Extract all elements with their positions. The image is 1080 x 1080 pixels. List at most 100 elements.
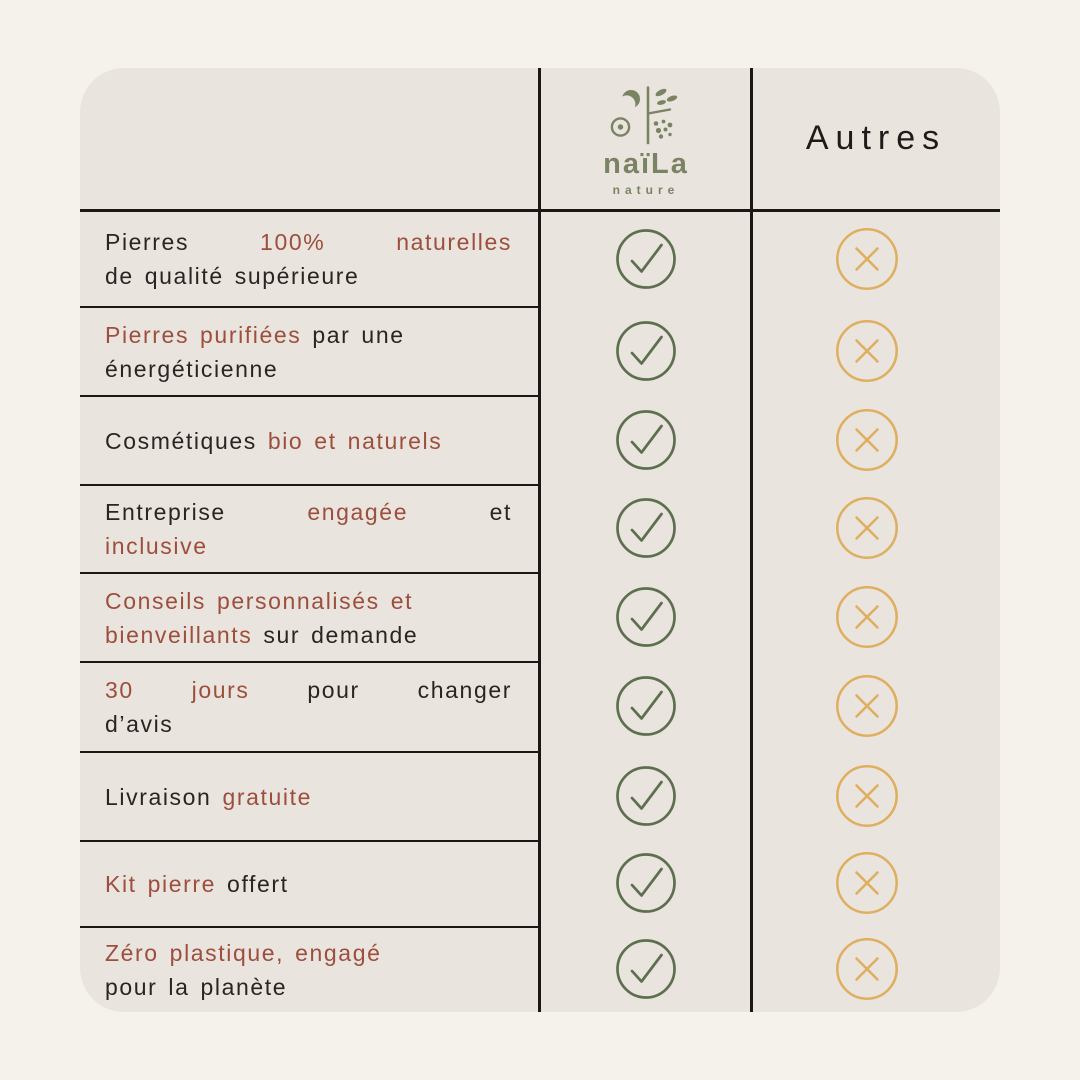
icon-wrap	[615, 228, 677, 290]
feature-line: Conseils personnalisés et	[105, 584, 512, 618]
naila-value-cell	[540, 484, 752, 572]
icon-wrap	[835, 227, 899, 291]
feature-cell: Livraison gratuite	[80, 751, 540, 840]
feature-segment: inclusive	[105, 533, 208, 559]
autres-value-cell	[752, 306, 1000, 395]
naila-value-cell	[540, 840, 752, 926]
icon-wrap	[615, 586, 677, 648]
icon-wrap	[835, 496, 899, 560]
autres-value-cell	[752, 484, 1000, 572]
table-row: Conseils personnalisés et bienveillants s…	[80, 572, 1000, 661]
icon-wrap	[835, 319, 899, 383]
icon-wrap	[835, 408, 899, 472]
header-feature-spacer	[80, 68, 540, 209]
table-row: Kit pierre offert	[80, 840, 1000, 926]
check-in-circle-icon	[616, 320, 676, 381]
icon-wrap	[835, 937, 899, 1001]
feature-cell: Conseils personnalisés et bienveillants s…	[80, 572, 540, 661]
x-in-circle-icon	[836, 764, 898, 827]
brand-wordmark: naïLa	[603, 148, 689, 180]
feature-label: Entreprise engagée et inclusive	[105, 495, 512, 563]
feature-label: Cosmétiques bio et naturels	[105, 424, 512, 458]
feature-segment: Pierres	[105, 229, 190, 255]
feature-line: Pierres purifiées par une	[105, 318, 512, 352]
autres-value-cell	[752, 926, 1000, 1012]
feature-segment: Livraison	[105, 783, 212, 810]
icon-wrap	[615, 938, 677, 1000]
naila-value-cell	[540, 572, 752, 661]
feature-label: Pierres purifiées par une énergéticienne	[105, 318, 512, 386]
x-in-circle-icon	[836, 497, 898, 559]
x-in-circle-icon	[836, 938, 898, 1000]
crescent-moon-icon	[617, 90, 640, 113]
feature-segment: Zéro plastique, engagé	[105, 940, 382, 966]
table-row: Pierres purifiées par une énergéticienne	[80, 306, 1000, 395]
icon-wrap	[615, 320, 677, 382]
column-divider-left	[538, 68, 541, 1012]
autres-value-cell	[752, 751, 1000, 840]
feature-cell: Cosmétiques bio et naturels	[80, 395, 540, 484]
leaves-icon	[655, 88, 678, 105]
feature-segment: Pierres purifiées	[105, 321, 302, 348]
feature-line: 30 jours pour changer	[105, 673, 512, 707]
feature-cell: Pierres purifiées par une énergéticienne	[80, 306, 540, 395]
feature-cell: Pierres 100% naturelles de qualité supéri…	[80, 212, 540, 306]
feature-label: 30 jours pour changer d’avis	[105, 673, 512, 741]
feature-segment: sur demande	[263, 621, 419, 648]
feature-cell: Entreprise engagée et inclusive	[80, 484, 540, 572]
feature-segment: offert	[227, 871, 289, 897]
feature-line: inclusive	[105, 529, 512, 563]
feature-line: Pierres 100% naturelles	[105, 225, 512, 259]
feature-segment: par une	[312, 321, 405, 348]
feature-segment: Entreprise	[105, 499, 226, 525]
naila-value-cell	[540, 306, 752, 395]
icon-wrap	[835, 764, 899, 828]
naila-value-cell	[540, 395, 752, 484]
feature-segment: engagée	[307, 499, 409, 525]
autres-value-cell	[752, 395, 1000, 484]
feature-segment: Kit pierre	[105, 871, 217, 897]
naila-value-cell	[540, 661, 752, 751]
naila-value-cell	[540, 751, 752, 840]
feature-segment: 30 jours	[105, 677, 250, 703]
x-in-circle-icon	[836, 675, 898, 737]
feature-line: de qualité supérieure	[105, 259, 512, 293]
feature-line: Zéro plastique, engagé	[105, 936, 512, 970]
table-row: 30 jours pour changer d’avis	[80, 661, 1000, 751]
feature-line: Kit pierre offert	[105, 867, 512, 901]
check-in-circle-icon	[616, 229, 676, 289]
naila-value-cell	[540, 212, 752, 306]
feature-cell: Zéro plastique, engagé pour la planète	[80, 926, 540, 1012]
table-row: Zéro plastique, engagé pour la planète	[80, 926, 1000, 1012]
feature-segment: bienveillants	[105, 621, 253, 648]
feature-label: Pierres 100% naturelles de qualité supéri…	[105, 225, 512, 293]
comparison-card: naïLa nature Autres Pierres 100% naturel…	[80, 68, 1000, 1012]
x-in-circle-icon	[836, 228, 898, 290]
berries-icon	[653, 119, 673, 139]
feature-line: pour la planète	[105, 970, 512, 1004]
feature-line: bienveillants sur demande	[105, 618, 512, 652]
other-column-label: Autres	[805, 119, 947, 157]
autres-value-cell	[752, 840, 1000, 926]
feature-segment: d’avis	[105, 711, 174, 737]
autres-value-cell	[752, 212, 1000, 306]
table-row: Cosmétiques bio et naturels	[80, 395, 1000, 484]
feature-segment: énergéticienne	[105, 355, 279, 382]
feature-segment: Conseils personnalisés et	[105, 587, 414, 614]
feature-line: d’avis	[105, 707, 512, 741]
check-in-circle-icon	[616, 586, 676, 647]
feature-cell: 30 jours pour changer d’avis	[80, 661, 540, 751]
table-body: Pierres 100% naturelles de qualité supéri…	[80, 212, 1000, 1012]
brand-subtitle: nature	[612, 183, 680, 197]
icon-wrap	[615, 675, 677, 737]
icon-wrap	[835, 851, 899, 915]
table-row: Livraison gratuite	[80, 751, 1000, 840]
feature-label: Zéro plastique, engagé pour la planète	[105, 936, 512, 1004]
check-in-circle-icon	[616, 939, 676, 999]
table-row: Pierres 100% naturelles de qualité supéri…	[80, 212, 1000, 306]
check-in-circle-icon	[616, 409, 676, 470]
feature-segment: et	[489, 499, 512, 525]
feature-label: Conseils personnalisés et bienveillants s…	[105, 584, 512, 652]
column-divider-right	[750, 68, 753, 1012]
